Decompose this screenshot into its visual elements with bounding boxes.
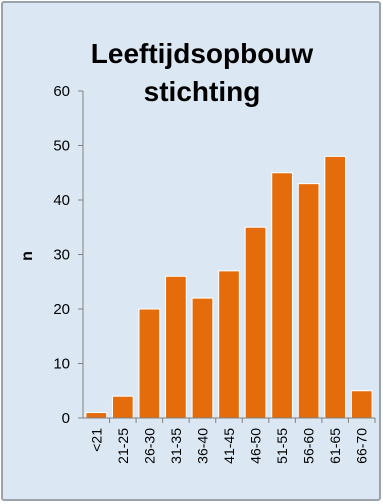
x-tick-label: 56-60 <box>301 428 317 464</box>
y-axis-ticks: 0 10 20 30 40 50 60 <box>53 83 83 427</box>
y-tick-label: 0 <box>62 410 70 427</box>
bar-21-25 <box>111 395 134 419</box>
x-tick-label: 51-55 <box>274 428 290 464</box>
chart-title-line1: Leeftijdsopbouw <box>91 38 314 69</box>
x-tick-label: 31-35 <box>168 428 184 464</box>
chart-title-line2: stichting <box>144 76 261 107</box>
bar-56-60 <box>297 183 320 419</box>
bar-<21 <box>85 412 108 419</box>
y-axis-label: n <box>19 251 36 261</box>
x-tick-label: 66-70 <box>354 428 370 464</box>
bar-36-40 <box>191 297 214 419</box>
bar-26-30 <box>138 308 161 419</box>
y-tick-label: 40 <box>53 192 70 209</box>
bar-66-70 <box>350 390 373 419</box>
bar-46-50 <box>244 226 267 419</box>
y-tick-label: 20 <box>53 301 70 318</box>
x-tick-label: 46-50 <box>248 428 264 464</box>
bar-41-45 <box>218 270 240 419</box>
x-tick-label: 21-25 <box>115 428 131 464</box>
bar-61-65 <box>324 155 347 419</box>
x-tick-label: 26-30 <box>141 428 157 464</box>
x-tick-label: 61-65 <box>327 428 343 464</box>
y-tick-label: 60 <box>53 83 70 100</box>
y-tick-label: 10 <box>53 356 70 373</box>
y-tick-label: 30 <box>53 247 70 264</box>
x-tick-label: 36-40 <box>194 428 210 464</box>
bar-51-55 <box>271 172 293 419</box>
y-tick-label: 50 <box>53 138 70 155</box>
x-tick-label: 41-45 <box>221 428 237 464</box>
x-tick-label: <21 <box>88 428 104 452</box>
x-axis-ticks: <21 21-25 26-30 31-35 36-40 41-45 46-50 51-55 56… <box>88 418 376 464</box>
bar-31-35 <box>165 275 187 419</box>
bars-group <box>85 155 373 419</box>
